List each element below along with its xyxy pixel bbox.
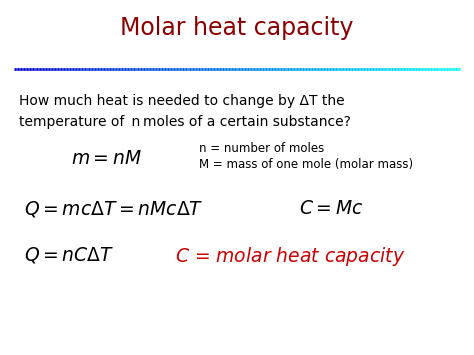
Text: $\mathit{C}$ = molar heat capacity: $\mathit{C}$ = molar heat capacity — [175, 245, 406, 268]
Text: Molar heat capacity: Molar heat capacity — [120, 16, 354, 40]
Text: How much heat is needed to change by ΔT the: How much heat is needed to change by ΔT … — [19, 94, 345, 108]
Text: M = mass of one mole (molar mass): M = mass of one mole (molar mass) — [199, 158, 413, 171]
Text: temperature of  n moles of a certain substance?: temperature of n moles of a certain subs… — [19, 115, 351, 129]
Text: $Q = mc\Delta T = nMc\Delta T$: $Q = mc\Delta T = nMc\Delta T$ — [24, 199, 203, 219]
Text: $m = nM$: $m = nM$ — [71, 149, 142, 168]
Text: n = number of moles: n = number of moles — [199, 142, 324, 155]
Text: $C = Mc$: $C = Mc$ — [299, 199, 363, 218]
Text: $Q = nC\Delta T$: $Q = nC\Delta T$ — [24, 245, 114, 265]
